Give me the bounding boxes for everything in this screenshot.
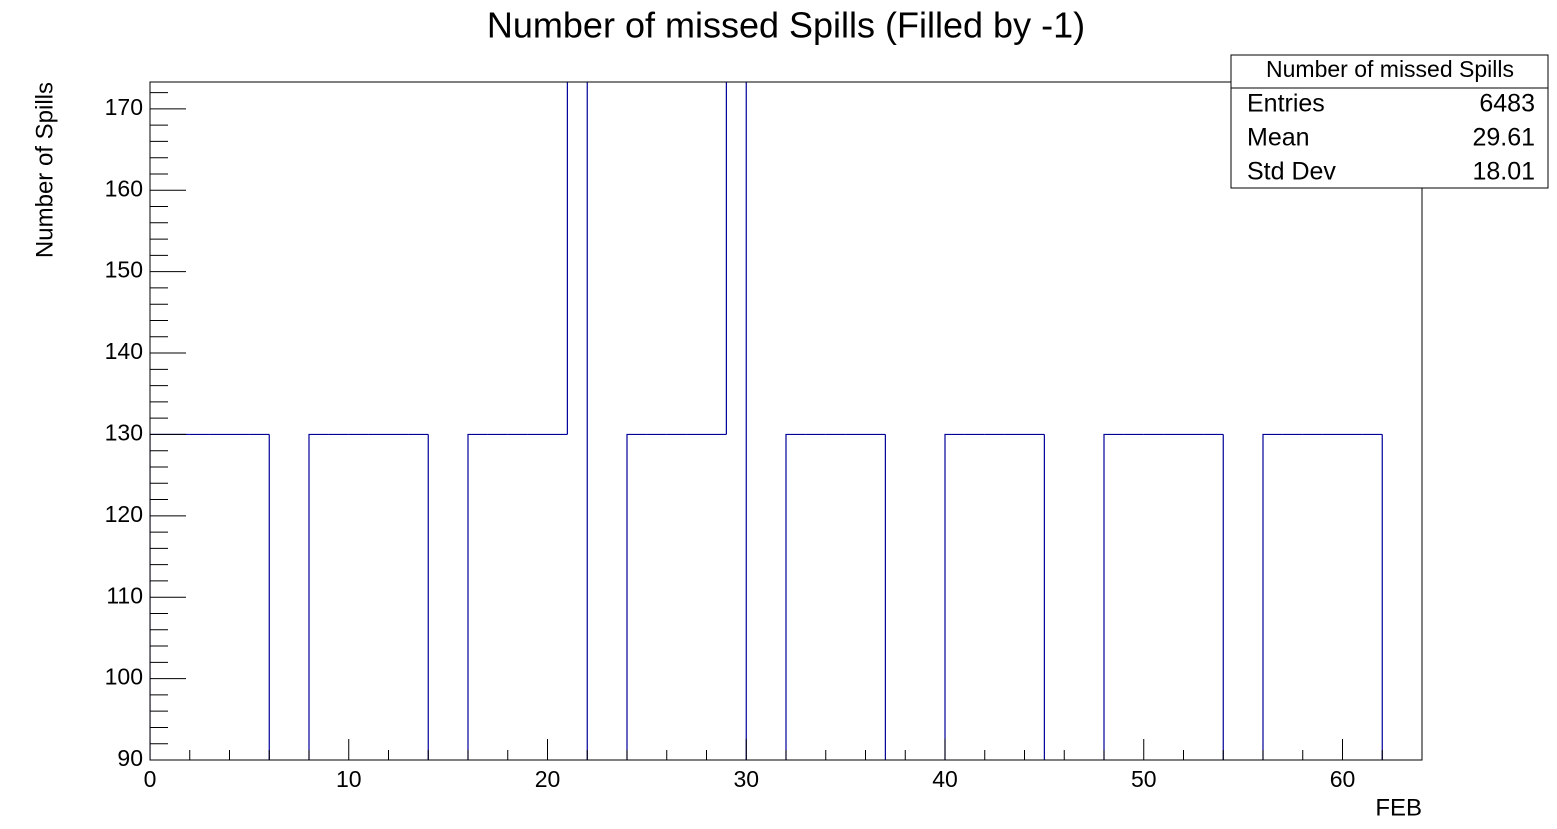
histogram-bin [1262,433,1283,760]
histogram-bin [308,433,329,760]
histogram-bin [785,433,806,760]
stats-label: Mean [1247,124,1310,152]
y-tick-label: 140 [105,338,143,364]
x-tick-label: 30 [733,766,759,792]
y-axis-label: Number of Spills [31,82,58,258]
histogram-bin [467,433,488,760]
y-tick-label: 150 [105,257,143,283]
stats-label: Entries [1247,90,1325,118]
y-tick-label: 170 [105,94,143,120]
y-tick-label: 120 [105,501,143,527]
stats-box: Number of missed Spills Entries 6483 Mean 2… [1230,54,1549,189]
stats-title: Number of missed Spills [1266,56,1514,82]
x-tick-label: 20 [535,766,561,792]
x-tick-label: 40 [932,766,958,792]
stats-value: 18.01 [1472,158,1535,186]
x-tick-label: 50 [1131,766,1157,792]
histogram-bin [626,433,647,760]
y-tick-label: 90 [117,745,143,771]
x-tick-label: 60 [1330,766,1356,792]
x-axis-label: FEB [1375,794,1422,821]
chart-title: Number of missed Spills (Filled by -1) [487,5,1085,46]
stats-label: Std Dev [1247,158,1336,186]
stats-value: 29.61 [1472,124,1535,152]
y-tick-label: 130 [105,420,143,446]
y-tick-label: 160 [105,175,143,201]
y-tick-label: 110 [106,582,143,608]
x-tick-label: 0 [144,766,157,792]
y-tick-label: 100 [105,664,143,690]
histogram-bin [1103,433,1124,760]
x-tick-label: 10 [336,766,362,792]
stats-value: 6483 [1479,90,1535,118]
histogram-bin [944,433,965,760]
stats-frame [1230,54,1549,189]
